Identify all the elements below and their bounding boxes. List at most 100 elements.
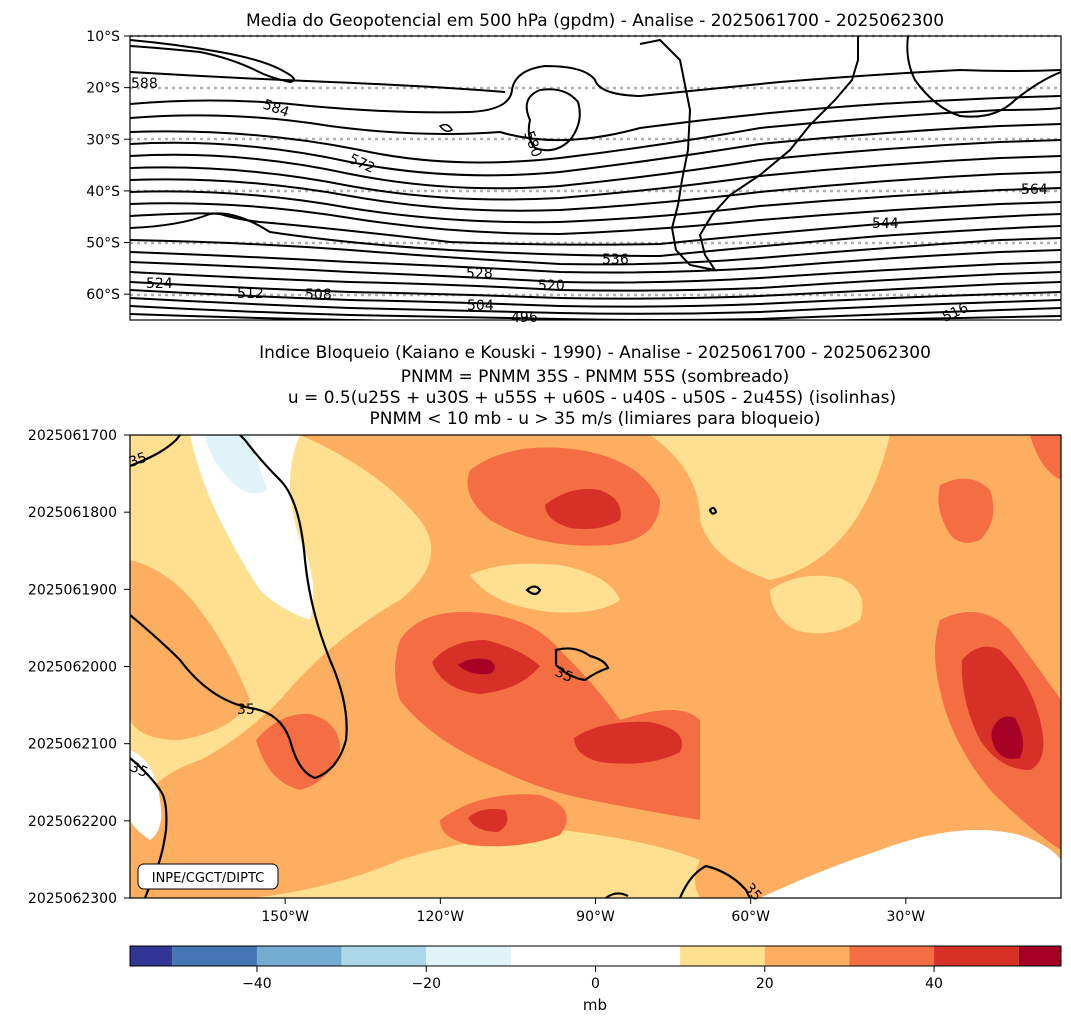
y-tick-label: 2025062100: [28, 737, 117, 753]
x-tick-label: 90°W: [576, 909, 615, 925]
blocking-index-field: [130, 435, 1061, 898]
isoline-35-small: [525, 585, 542, 596]
isoline-label-west: 35: [237, 702, 255, 718]
isoline-576: [130, 95, 1061, 142]
contour-label: 520: [538, 278, 565, 294]
africa-coast: [906, 36, 1061, 118]
shade-50plus-east: [991, 716, 1024, 759]
isoline-35-center: [554, 647, 610, 682]
isoline-572: [130, 107, 1061, 164]
south-america-coast: [639, 36, 859, 272]
x-tick-label: 30°W: [886, 909, 925, 925]
colorbar-segment: [849, 946, 935, 966]
colorbar-segment: [256, 946, 342, 966]
island-coast: [438, 123, 453, 133]
colorbar-tick-label: 20: [756, 976, 774, 992]
x-tick-label: 150°W: [261, 909, 309, 925]
shade-below-10-se: [760, 830, 1061, 898]
colorbar-tick-label: 40: [925, 976, 943, 992]
contour-label: 512: [237, 286, 264, 302]
contour-label: 528: [466, 266, 493, 282]
top-y-axis: 10°S 20°S 30°S 40°S 50°S 60°S: [86, 29, 130, 303]
u-isolines: [130, 435, 751, 898]
contour-label: 508: [305, 287, 332, 303]
isoline-35-sw: [130, 757, 168, 898]
y-tick-label: 2025061800: [28, 505, 117, 521]
isoline-528: [130, 271, 1061, 292]
colorbar-segment: [510, 946, 681, 966]
watermark: INPE/CGCT/DIPTC: [137, 863, 279, 890]
shade-10-20-island-2: [770, 575, 863, 634]
isoline-584: [130, 64, 1061, 114]
colorbar-segment: [341, 946, 427, 966]
contour-label: 504: [467, 298, 494, 314]
y-tick-label: 2025062300: [28, 891, 117, 907]
contour-label: 572: [346, 151, 377, 177]
y-tick-label: 10°S: [86, 29, 120, 45]
contour-label: 564: [1021, 182, 1048, 198]
isoline-520: [130, 289, 1061, 308]
top-plot-frame: [129, 35, 1062, 321]
isoline-label-center: 35: [552, 664, 575, 686]
isoline-35-south: [678, 864, 751, 898]
top-panel-title: Media do Geopotencial em 500 hPa (gpdm) …: [246, 11, 944, 31]
shade-40-50-east: [961, 646, 1044, 770]
colorbar-segment: [130, 946, 173, 966]
colorbar: −40 −20 0 20 40: [129, 945, 1062, 992]
bottom-y-axis: 2025061700 2025061800 2025061900 2025062000…: [28, 428, 130, 907]
isoline-35-south2: [605, 892, 629, 898]
x-tick-label: 60°W: [731, 909, 770, 925]
shade-20-30: [130, 435, 1061, 898]
x-tick-label: 120°W: [417, 909, 465, 925]
bottom-subtitle-pnmm: PNMM = PNMM 35S - PNMM 55S (sombreado): [401, 367, 790, 387]
y-tick-label: 2025062200: [28, 814, 117, 830]
isoline-588: [130, 71, 506, 93]
y-tick-label: 60°S: [86, 287, 120, 303]
australia-coast: [130, 39, 295, 84]
isoline-35-nw: [130, 435, 181, 468]
colorbar-segment: [764, 946, 850, 966]
bottom-panel-title: Indice Bloqueio (Kaiano e Kouski - 1990)…: [259, 343, 931, 363]
isoline-544: [130, 212, 1061, 258]
colorbar-segment: [934, 946, 1019, 966]
y-tick-label: 2025062000: [28, 660, 117, 676]
shade-20-30-west: [130, 560, 250, 740]
shade-30-40-west: [256, 713, 340, 790]
y-tick-label: 20°S: [86, 81, 120, 97]
isoline-label-sw: 35: [127, 759, 150, 781]
isoline-564: [130, 187, 1061, 224]
colorbar-segment: [1018, 946, 1061, 966]
shade-40-50-south: [468, 809, 508, 832]
isoline-580: [525, 88, 581, 152]
isoline-35-west: [130, 435, 348, 780]
watermark-text: INPE/CGCT/DIPTC: [152, 871, 264, 886]
shade-40-50-north: [545, 489, 621, 529]
colorbar-tick-label: −20: [411, 976, 441, 992]
isoline-536: [130, 249, 1061, 274]
colorbar-segment: [172, 946, 257, 966]
isoline-labels: 35 35 35 35 35: [127, 450, 765, 905]
y-tick-label: 40°S: [86, 184, 120, 200]
y-tick-label: 2025061700: [28, 428, 117, 444]
bottom-panel-titles: Indice Bloqueio (Kaiano e Kouski - 1990)…: [259, 343, 931, 429]
shade-40-50-central2: [574, 721, 682, 764]
bottom-subtitle-u: u = 0.5(u25S + u30S + u55S + u60S - u40S…: [288, 388, 896, 408]
colorbar-label: mb: [583, 996, 607, 1014]
contour-label: 588: [131, 76, 158, 92]
shade-10-20-island: [470, 563, 620, 613]
y-tick-label: 30°S: [86, 132, 120, 148]
geopotential-contours: [130, 36, 1061, 320]
y-tick-label: 2025061900: [28, 582, 117, 598]
bottom-x-axis: 150°W 120°W 90°W 60°W 30°W: [261, 898, 925, 925]
colorbar-tick-label: 0: [591, 976, 600, 992]
contour-label: 496: [511, 310, 538, 326]
shade-below-10-sw: [130, 750, 162, 840]
contour-label: 524: [146, 276, 173, 292]
contour-label: 580: [520, 129, 544, 160]
isoline-label-nw: 35: [127, 450, 149, 471]
contour-label: 536: [602, 252, 629, 268]
shade-30-40-ne2: [1030, 435, 1061, 480]
colorbar-tick-label: −40: [242, 976, 272, 992]
isoline-35-small2: [708, 506, 718, 515]
